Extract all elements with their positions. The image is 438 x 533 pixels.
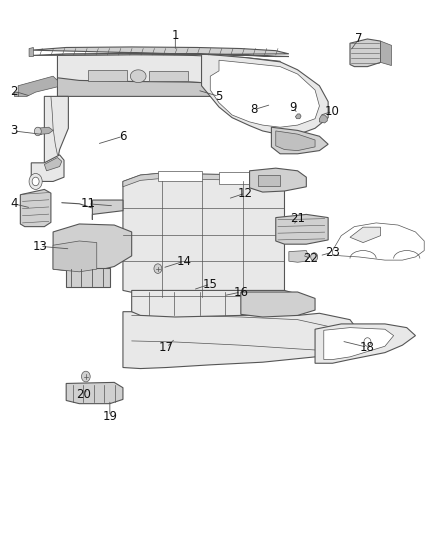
Polygon shape — [295, 114, 301, 119]
Polygon shape — [250, 168, 306, 192]
Polygon shape — [210, 60, 319, 127]
Text: 22: 22 — [303, 252, 318, 265]
Polygon shape — [123, 173, 285, 297]
Circle shape — [34, 127, 41, 136]
Text: 8: 8 — [250, 103, 258, 116]
Circle shape — [32, 177, 39, 185]
Polygon shape — [18, 76, 57, 96]
Polygon shape — [88, 228, 123, 247]
Text: 2: 2 — [10, 85, 18, 98]
Polygon shape — [123, 173, 285, 187]
Polygon shape — [123, 312, 359, 368]
Polygon shape — [131, 70, 146, 83]
Polygon shape — [66, 268, 110, 287]
Circle shape — [311, 253, 318, 261]
Polygon shape — [276, 131, 315, 151]
Text: 19: 19 — [102, 410, 117, 423]
Polygon shape — [57, 54, 280, 84]
Text: 4: 4 — [10, 197, 18, 211]
Text: 14: 14 — [177, 255, 191, 268]
Polygon shape — [315, 324, 416, 364]
Polygon shape — [14, 92, 18, 96]
Polygon shape — [20, 189, 51, 227]
Polygon shape — [319, 115, 327, 123]
Polygon shape — [44, 96, 68, 165]
Polygon shape — [289, 251, 308, 262]
Polygon shape — [31, 155, 64, 181]
Text: 20: 20 — [76, 387, 91, 401]
Text: 7: 7 — [355, 33, 363, 45]
Circle shape — [154, 264, 162, 273]
Polygon shape — [31, 47, 289, 56]
Polygon shape — [350, 227, 381, 243]
Text: 9: 9 — [290, 101, 297, 114]
Text: 16: 16 — [233, 286, 248, 298]
Polygon shape — [132, 290, 297, 317]
Circle shape — [29, 173, 42, 189]
Polygon shape — [219, 172, 263, 184]
Polygon shape — [201, 54, 328, 135]
Text: 10: 10 — [325, 105, 340, 118]
Polygon shape — [324, 328, 394, 360]
Text: 23: 23 — [325, 246, 340, 259]
Text: 6: 6 — [119, 130, 127, 143]
Text: 15: 15 — [203, 278, 218, 290]
Polygon shape — [158, 171, 201, 181]
Text: 11: 11 — [81, 197, 95, 211]
Polygon shape — [35, 127, 53, 135]
Text: 12: 12 — [238, 187, 253, 200]
Polygon shape — [44, 158, 62, 171]
Polygon shape — [350, 39, 381, 67]
Polygon shape — [66, 382, 123, 403]
Polygon shape — [381, 41, 392, 66]
Text: 18: 18 — [360, 341, 375, 354]
Polygon shape — [53, 224, 132, 273]
Polygon shape — [57, 78, 280, 96]
Polygon shape — [332, 223, 424, 260]
Text: 13: 13 — [32, 240, 47, 253]
Text: 1: 1 — [172, 29, 179, 42]
Text: 17: 17 — [159, 341, 174, 354]
Polygon shape — [53, 241, 97, 272]
Polygon shape — [276, 214, 328, 244]
Text: 21: 21 — [290, 212, 305, 225]
Circle shape — [81, 371, 90, 382]
Polygon shape — [88, 70, 127, 82]
Polygon shape — [272, 127, 328, 154]
Circle shape — [364, 338, 371, 346]
Polygon shape — [241, 292, 315, 317]
Polygon shape — [149, 71, 188, 82]
Polygon shape — [258, 175, 280, 185]
Polygon shape — [92, 200, 123, 220]
Polygon shape — [29, 47, 33, 56]
Text: 3: 3 — [10, 124, 18, 138]
Text: 5: 5 — [215, 90, 223, 103]
